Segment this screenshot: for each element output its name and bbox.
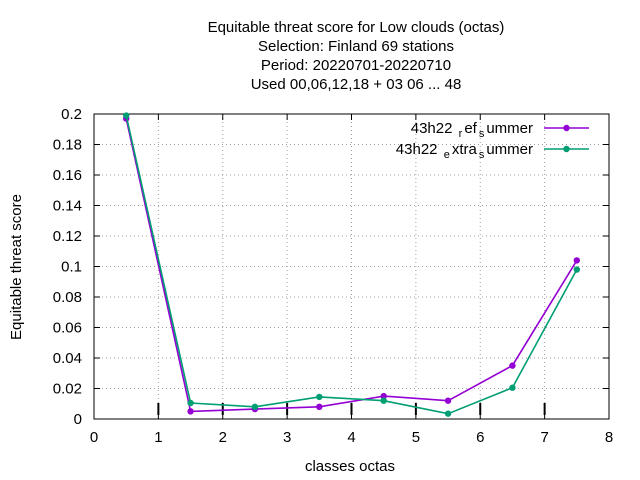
data-point	[122, 112, 130, 119]
title-line-4: Used 00,06,12,18 + 03 06 ... 48	[251, 76, 462, 93]
x-tick-label: 1	[154, 429, 162, 446]
y-tick-label: 0.08	[53, 289, 82, 306]
x-tick-label: 2	[219, 429, 227, 446]
axis-ticks: 0 0.02 0.04 0.06 0.08 0.1 0.12 0.14 0.16 0.18 0.2 0…	[53, 106, 613, 446]
y-tick-label: 0.04	[53, 350, 82, 367]
legend-swatch-marker	[563, 145, 570, 153]
data-point	[380, 392, 387, 400]
series-line	[125, 115, 578, 415]
legend-swatch-marker	[563, 124, 570, 132]
y-tick-label: 0.12	[53, 228, 82, 245]
y-tick-label: 0.06	[53, 320, 82, 337]
data-point	[316, 393, 323, 401]
data-point	[444, 410, 452, 417]
legend-label: 43h22 e xtra s ummer	[396, 141, 533, 161]
data-point	[316, 403, 323, 410]
y-axis-label: Equitable threat score	[8, 194, 25, 340]
data-point	[187, 408, 194, 415]
y-tick-label: 0.2	[61, 106, 82, 123]
x-tick-label: 3	[283, 429, 291, 446]
x-tick-label: 6	[476, 429, 484, 446]
data-point	[380, 397, 387, 404]
y-tick-label: 0	[74, 411, 82, 428]
chart-title: Equitable threat score for Low clouds (o…	[208, 19, 505, 93]
data-point	[187, 399, 194, 407]
series	[122, 112, 581, 417]
title-line-1: Equitable threat score for Low clouds (o…	[208, 19, 505, 36]
grid	[94, 114, 609, 419]
y-tick-label: 0.16	[53, 167, 82, 184]
legend-label: 43h22 r ef s ummer	[411, 120, 533, 140]
x-axis-label: classes octas	[305, 458, 395, 475]
data-point	[573, 266, 581, 273]
data-point	[444, 397, 452, 404]
y-tick-label: 0.18	[53, 137, 82, 154]
series-2	[122, 112, 581, 417]
data-point	[509, 384, 516, 391]
legend-entry-1: 43h22 r ef s ummer	[411, 120, 589, 140]
x-tick-label: 7	[540, 429, 548, 446]
series-line	[125, 118, 578, 413]
title-line-2: Selection: Finland 69 stations	[258, 38, 454, 55]
x-tick-label: 8	[605, 429, 613, 446]
y-tick-label: 0.14	[53, 198, 82, 215]
series-1	[122, 115, 581, 415]
y-tick-label: 0.1	[61, 259, 82, 276]
x-tick-label: 0	[90, 429, 98, 446]
data-point	[251, 403, 259, 410]
legend-entry-2: 43h22 e xtra s ummer	[396, 141, 589, 161]
y-tick-label: 0.02	[53, 381, 82, 398]
title-line-3: Period: 20220701-20220710	[261, 57, 451, 74]
data-point	[509, 362, 516, 369]
data-point	[573, 257, 581, 264]
x-tick-label: 4	[347, 429, 355, 446]
x-tick-label: 5	[412, 429, 420, 446]
